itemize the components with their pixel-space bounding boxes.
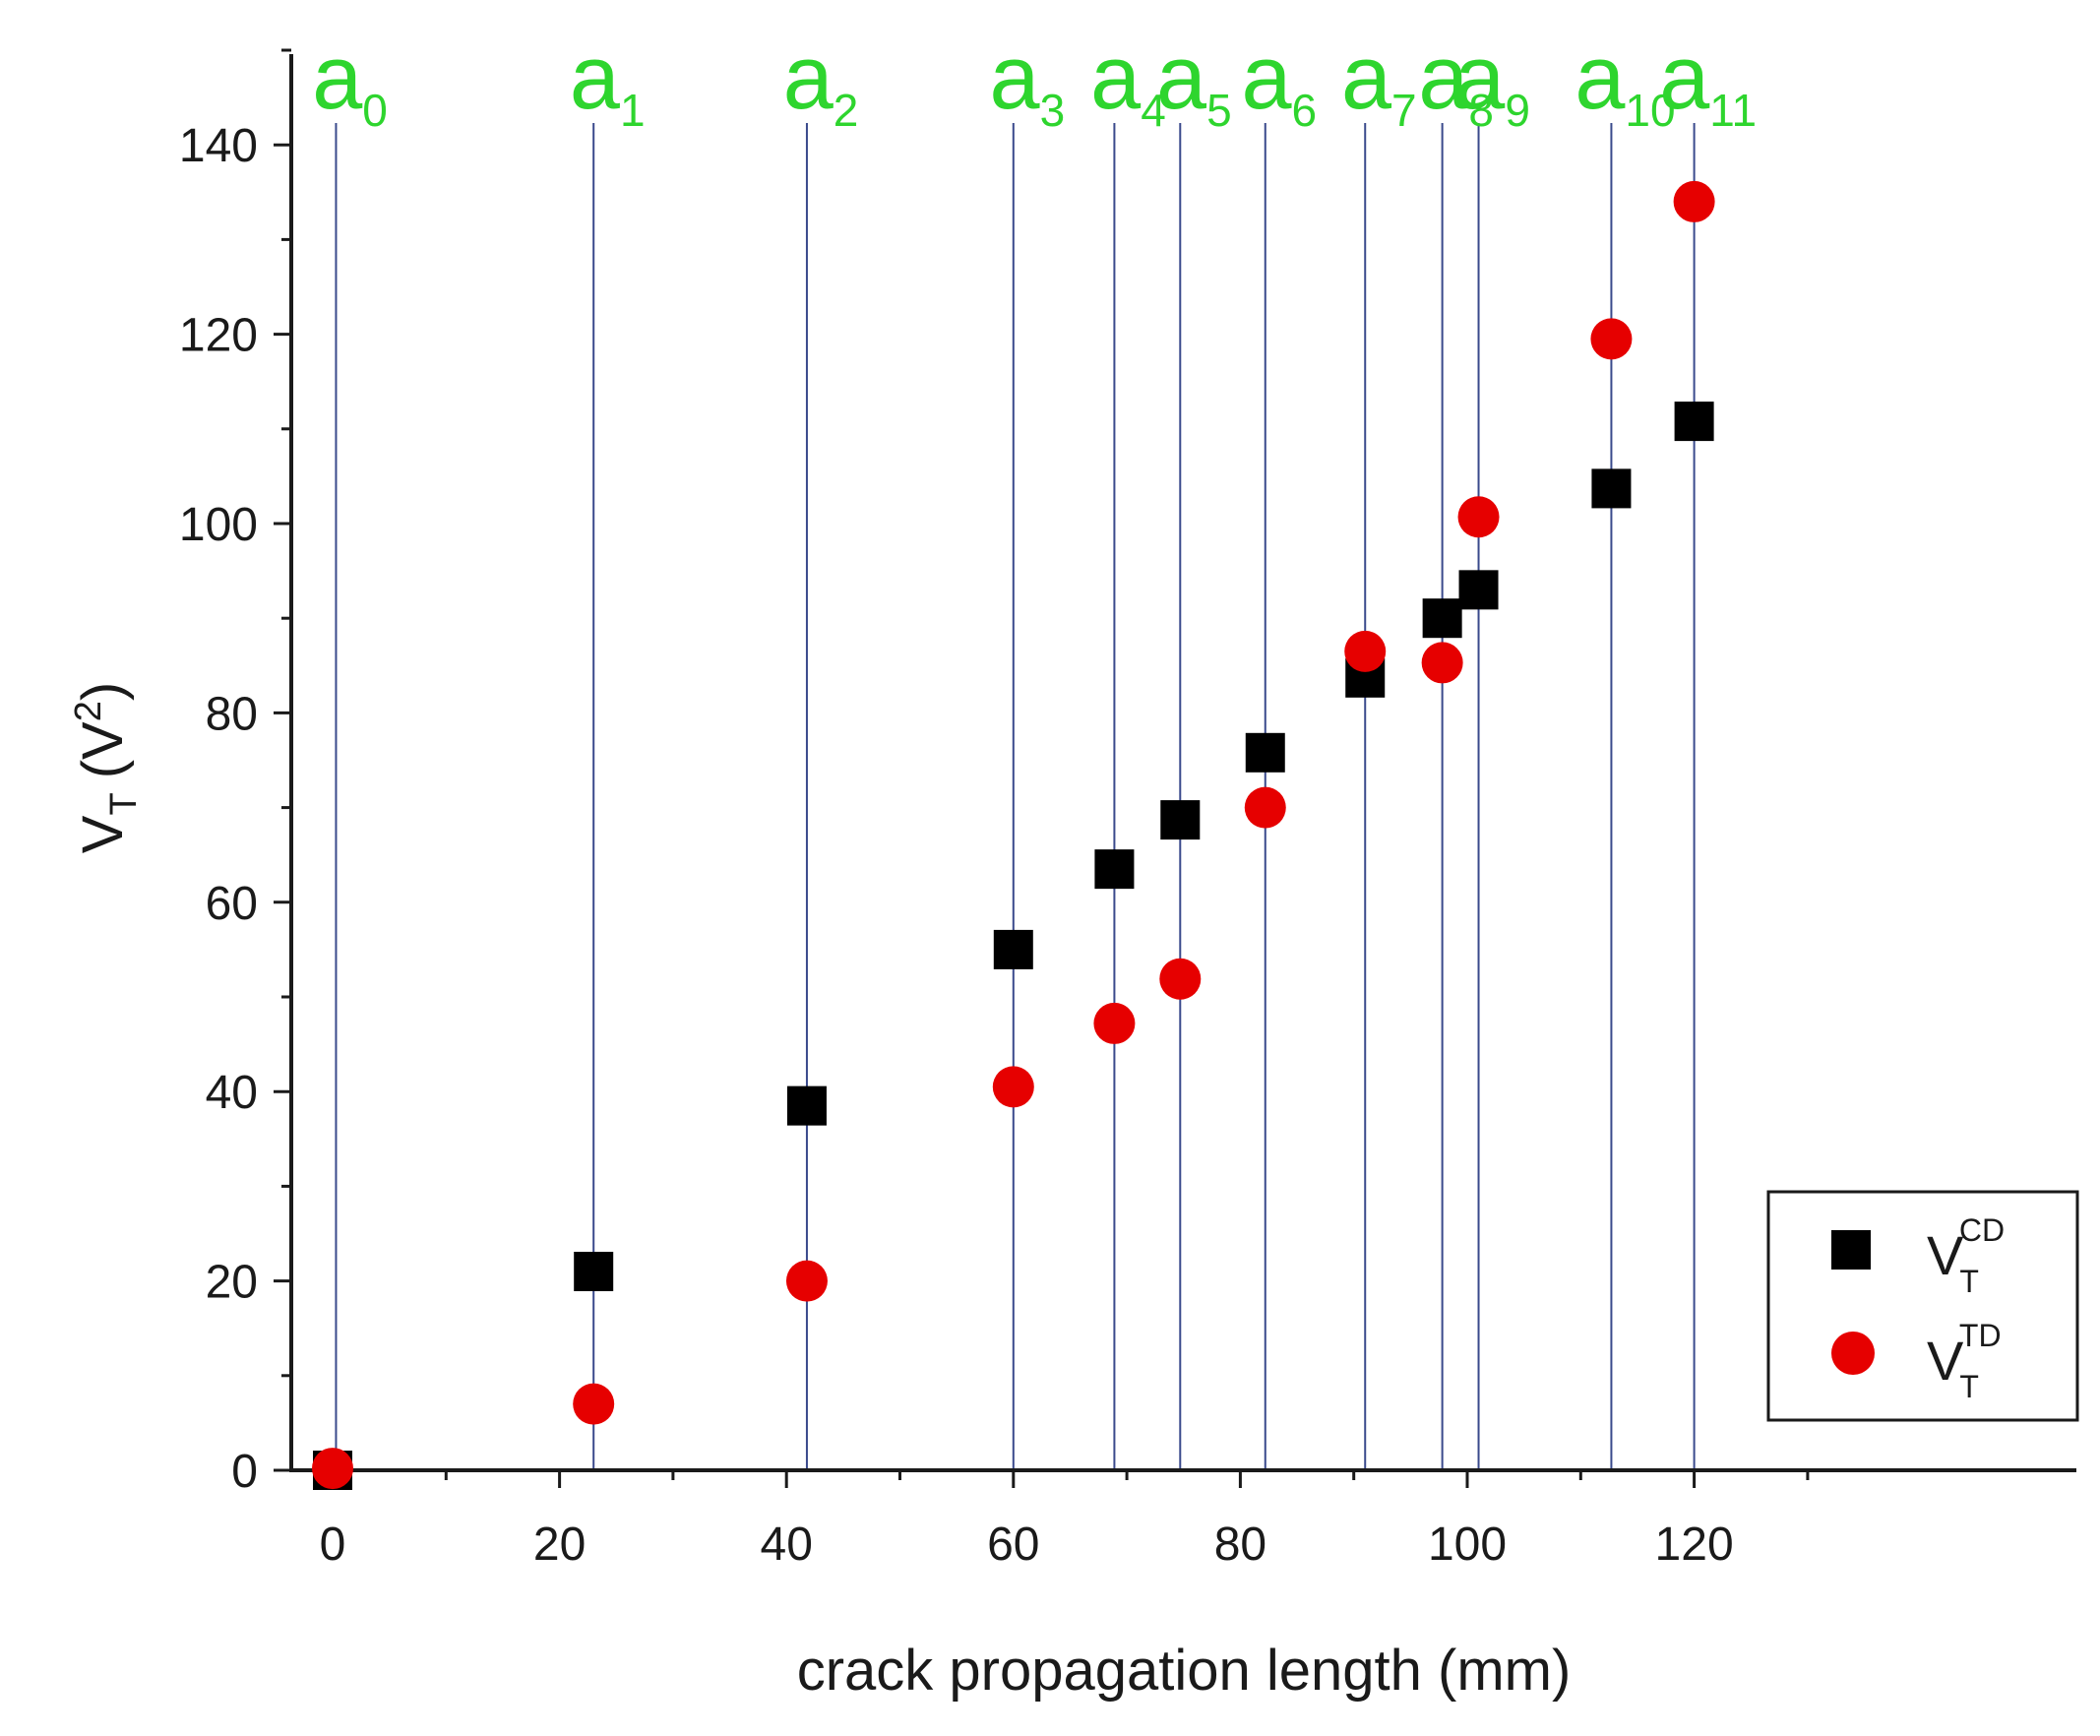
cd-point <box>1674 402 1714 442</box>
y-tick-label: 40 <box>206 1067 258 1119</box>
legend-marker-square <box>1831 1230 1871 1270</box>
marker-guide-lines <box>335 123 1696 1470</box>
marker-label: a6 <box>1241 28 1317 136</box>
marker-label: a4 <box>1090 28 1166 136</box>
y-axis-title-sub: T <box>103 792 145 815</box>
axes <box>289 54 2076 1472</box>
td-point <box>1159 958 1202 1000</box>
marker-label: a8 <box>1418 28 1494 136</box>
cd-point <box>1160 800 1201 840</box>
x-tick-label: 0 <box>320 1519 346 1571</box>
legend-box <box>1766 1190 2079 1422</box>
y-tick-label: 0 <box>231 1446 258 1498</box>
td-point <box>1457 496 1500 538</box>
y-tick-label: 120 <box>179 310 258 362</box>
legend-td-sup: TD <box>1959 1318 2002 1353</box>
legend: VTCD VTTD <box>1766 1190 2079 1422</box>
legend-cd-main: V <box>1927 1224 1964 1286</box>
y-tick-label: 80 <box>206 688 258 740</box>
x-tick-label: 40 <box>761 1519 813 1571</box>
y-axis-title-main: V <box>71 815 135 853</box>
x-tick-label: 80 <box>1214 1519 1266 1571</box>
legend-td-main: V <box>1927 1330 1964 1392</box>
y-tick-label: 100 <box>179 499 258 551</box>
y-tick-labels: 0 20 40 60 80 100 120 140 <box>179 120 258 1498</box>
y-tick-label: 140 <box>179 120 258 172</box>
marker-label: a9 <box>1454 28 1530 136</box>
td-point <box>1093 1002 1136 1044</box>
svg-text:VTTD: VT TD <box>1927 1318 2002 1404</box>
y-axis-title-unit-sup: 2 <box>68 701 109 721</box>
x-tick-label: 60 <box>987 1519 1039 1571</box>
td-point <box>1590 318 1633 360</box>
x-tick-labels: 0 20 40 60 80 100 120 <box>320 1519 1734 1571</box>
cd-point <box>1458 570 1499 610</box>
td-point <box>785 1260 828 1302</box>
td-point <box>1421 642 1463 684</box>
marker-label: a1 <box>570 28 646 136</box>
svg-text:VTCD: VT CD <box>1927 1212 2005 1299</box>
legend-td-sub: T <box>1959 1369 1979 1404</box>
cd-point <box>1422 598 1462 639</box>
cd-point <box>993 929 1033 969</box>
x-tick-label: 100 <box>1428 1519 1507 1571</box>
x-ticks <box>331 1470 1810 1488</box>
marker-label: a0 <box>312 28 388 136</box>
x-axis-title: crack propagation length (mm) <box>797 1639 1572 1703</box>
y-axis-title: VT(V2) <box>68 682 145 853</box>
td-point <box>312 1448 353 1490</box>
y-ticks <box>274 48 291 1472</box>
x-tick-label: 120 <box>1655 1519 1734 1571</box>
marker-label: a3 <box>989 28 1065 136</box>
cd-point <box>1591 468 1632 509</box>
marker-label: a5 <box>1156 28 1232 136</box>
y-axis-title-unit: V <box>71 721 135 760</box>
cd-point <box>1094 849 1135 890</box>
td-point <box>1244 786 1286 829</box>
svg-text:VT(V2): VT(V2) <box>68 682 145 853</box>
marker-label: a10 <box>1575 28 1675 136</box>
y-tick-label: 20 <box>206 1257 258 1309</box>
marker-label: a11 <box>1659 28 1757 136</box>
legend-cd-sub: T <box>1959 1264 1979 1299</box>
legend-cd-sup: CD <box>1959 1212 2005 1248</box>
td-point <box>992 1066 1034 1108</box>
x-tick-label: 20 <box>533 1519 586 1571</box>
td-point <box>1344 630 1387 672</box>
marker-label: a2 <box>783 28 859 136</box>
series-cd <box>313 402 1714 1490</box>
legend-marker-circle <box>1831 1332 1875 1375</box>
td-point <box>1673 180 1715 222</box>
cd-point <box>786 1085 827 1126</box>
y-tick-label: 60 <box>206 878 258 930</box>
cd-point <box>1245 732 1285 773</box>
cd-point <box>574 1251 614 1291</box>
marker-label: a7 <box>1341 28 1417 136</box>
series-td <box>312 180 1715 1490</box>
td-point <box>573 1383 615 1425</box>
